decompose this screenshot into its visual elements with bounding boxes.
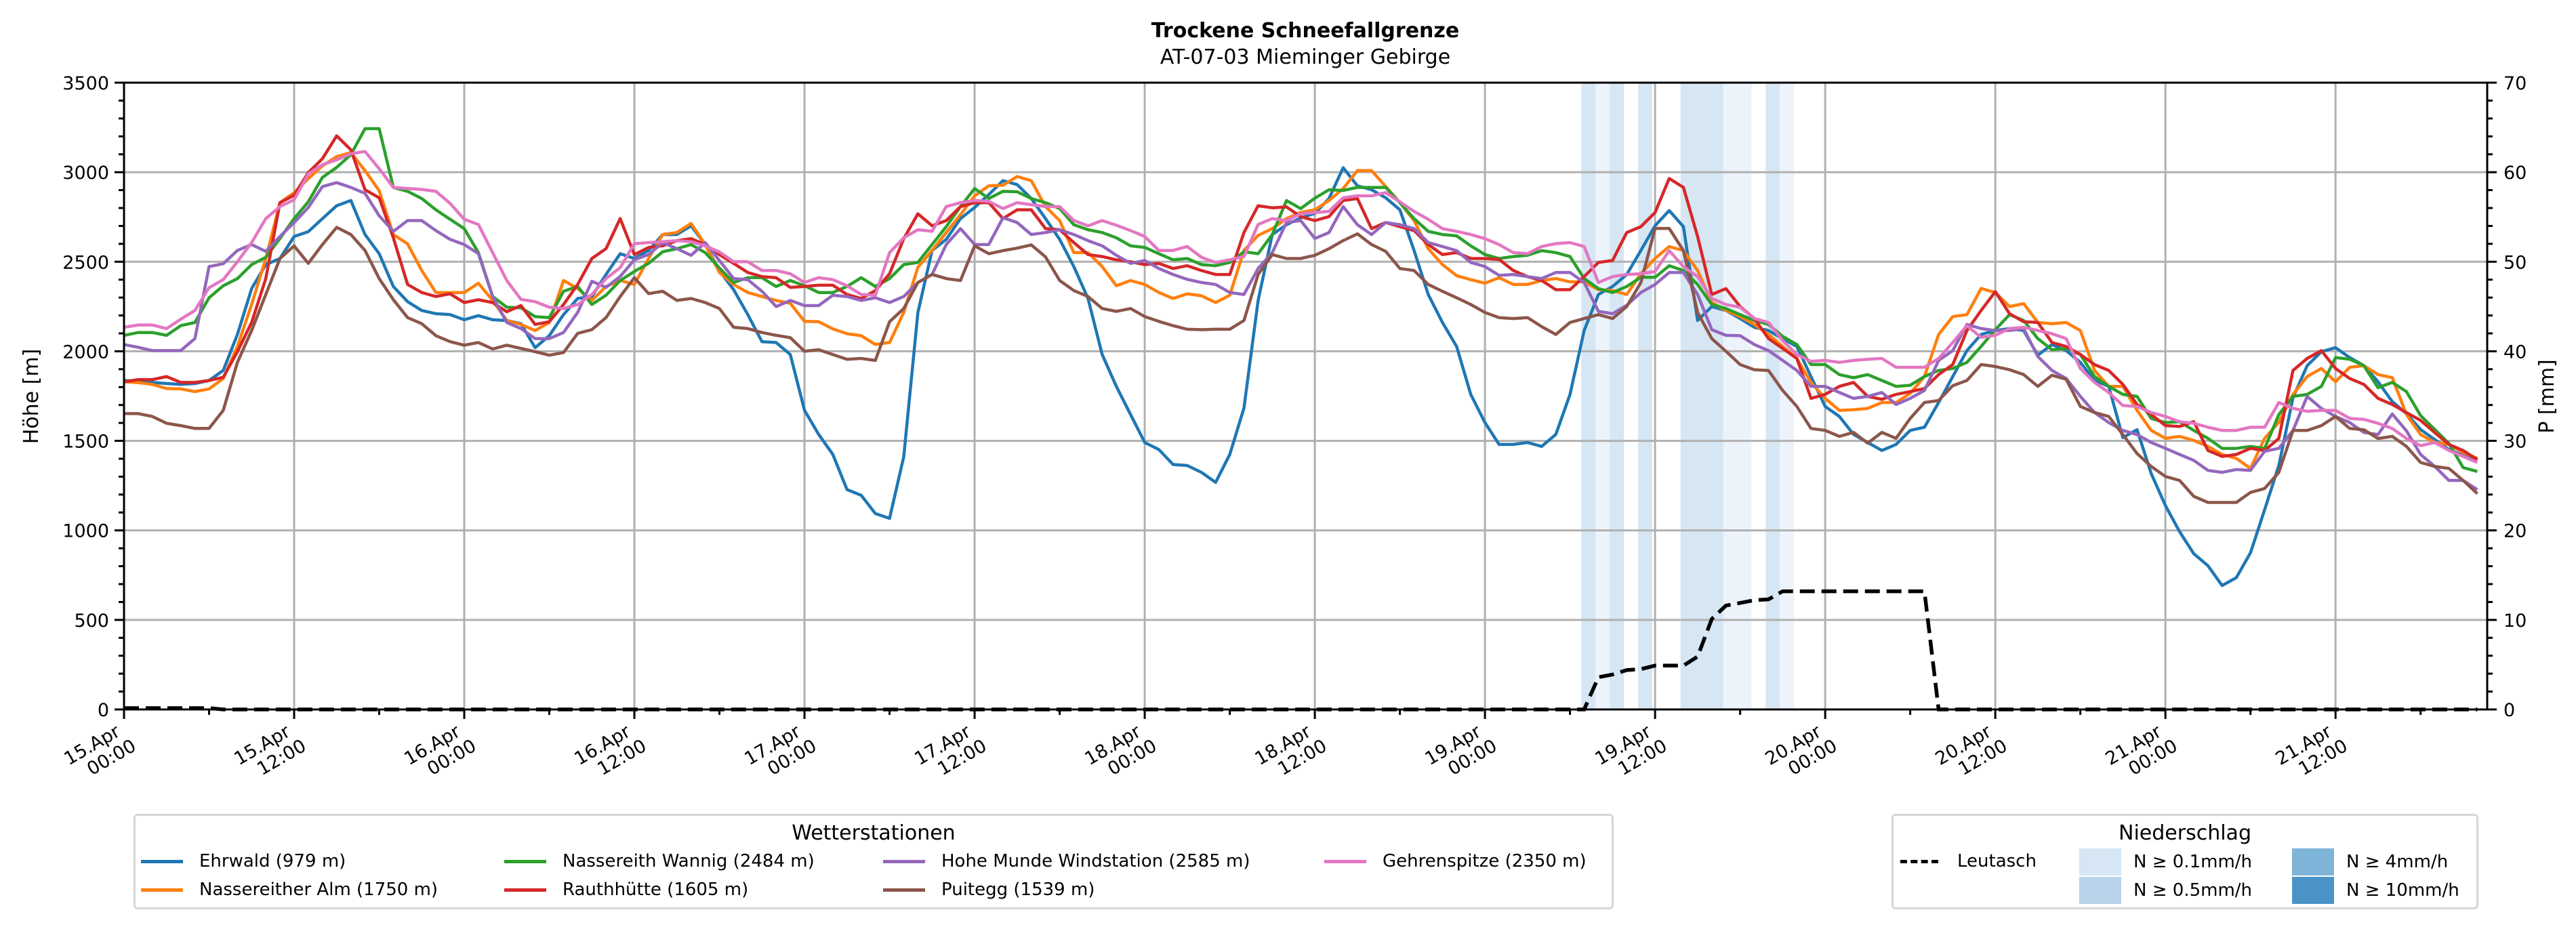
series-line-nassereither-alm-1750-m <box>123 151 2478 470</box>
y2-tick-label: 10 <box>2503 611 2527 632</box>
precip-band-0-5 <box>1638 83 1652 709</box>
legend-entry-gehrenspitze: Gehrenspitze (2350 m) <box>1324 851 1587 871</box>
legend-label: N ≥ 10mm/h <box>2346 880 2459 901</box>
series-line-ehrwald-979-m <box>123 166 2478 587</box>
legend-label: Hohe Munde Windstation (2585 m) <box>941 851 1250 871</box>
legend-patch-swatch <box>2292 877 2334 904</box>
precipitation-legend: Niederschlag Leutasch N ≥ 0.1mm/h N ≥ 0.… <box>1892 814 2478 909</box>
legend-line-swatch <box>1324 859 1366 863</box>
legend-patch-swatch <box>2079 848 2121 875</box>
legend-patch-swatch <box>2292 848 2334 875</box>
y2-tick-label: 70 <box>2503 73 2527 94</box>
x-tick-label: 18.Apr12:00 <box>1251 718 1330 787</box>
y-tick-label: 0 <box>98 700 109 721</box>
y-tick-label: 2500 <box>62 252 109 273</box>
series-line-gehrenspitze-2350-m <box>123 150 2478 464</box>
legend-line-swatch <box>504 859 546 863</box>
legend-line-swatch <box>504 888 546 892</box>
y2-tick-label: 0 <box>2503 700 2515 721</box>
legend-entry-n-10: N ≥ 10mm/h <box>2292 877 2459 904</box>
y2-tick-label: 40 <box>2503 342 2527 363</box>
legend-label: Ehrwald (979 m) <box>199 851 346 871</box>
precipitation-legend-title: Niederschlag <box>2119 821 2251 845</box>
legend-line-swatch <box>141 859 183 863</box>
y2-tick-label: 60 <box>2503 163 2527 184</box>
precip-band-0-5 <box>1581 83 1596 709</box>
y-tick-label: 3500 <box>62 73 109 94</box>
series-line-hohe-munde-windstation-2585-m <box>123 181 2478 491</box>
y-tick-label: 500 <box>74 611 109 632</box>
legend-label: N ≥ 4mm/h <box>2346 852 2449 872</box>
legend-entry-rauthhuette: Rauthhütte (1605 m) <box>504 880 748 900</box>
x-tick-label: 19.Apr00:00 <box>1421 718 1500 787</box>
legend-patch-swatch <box>2079 877 2121 904</box>
series-line-rauthh-tte-1605-m <box>123 134 2478 461</box>
legend-entry-nassereith-wannig: Nassereith Wannig (2484 m) <box>504 851 815 871</box>
chart-subtitle: AT-07-03 Mieminger Gebirge <box>1160 45 1450 69</box>
legend-label: Rauthhütte (1605 m) <box>563 880 749 900</box>
x-tick-label: 17.Apr00:00 <box>741 718 820 787</box>
legend-entry-n-4: N ≥ 4mm/h <box>2292 848 2448 875</box>
legend-label: Nassereith Wannig (2484 m) <box>563 851 815 871</box>
legend-entry-leutasch: Leutasch <box>1900 851 2037 871</box>
tick-labels: 15.Apr00:00 15.Apr12:00 16.Apr00:00 16.Apr1… <box>60 73 2527 787</box>
x-tick-label: 16.Apr00:00 <box>401 718 480 787</box>
precip-band-0-5 <box>1680 83 1723 709</box>
precip-band-0-5 <box>1610 83 1624 709</box>
y2-axis-label: P [mm] <box>2535 359 2559 433</box>
y-tick-label: 3000 <box>62 163 109 184</box>
stations-legend: Wetterstationen Ehrwald (979 m) Nasserei… <box>134 814 1614 909</box>
legend-entry-hohe-munde: Hohe Munde Windstation (2585 m) <box>883 851 1250 871</box>
legend-dash-swatch <box>1900 859 1938 863</box>
legend-line-swatch <box>141 888 183 892</box>
legend-entry-ehrwald: Ehrwald (979 m) <box>141 851 346 871</box>
x-tick-label: 21.Apr12:00 <box>2272 718 2352 787</box>
precip-band-0-1 <box>1595 83 1610 709</box>
legend-label: Gehrenspitze (2350 m) <box>1383 851 1587 871</box>
precipitation-bands <box>1581 83 1795 709</box>
precip-band-0-5 <box>1765 83 1780 709</box>
series-line-puitegg-1539-m <box>124 226 2478 504</box>
y2-tick-label: 50 <box>2503 252 2527 273</box>
x-tick-label: 17.Apr12:00 <box>911 718 990 787</box>
precip-band-0-1 <box>1723 83 1752 709</box>
legend-entry-n-0-1: N ≥ 0.1mm/h <box>2079 848 2252 875</box>
y2-tick-label: 20 <box>2503 521 2527 542</box>
y-tick-label: 1000 <box>62 521 109 542</box>
x-tick-label: 15.Apr00:00 <box>60 718 140 787</box>
y-tick-label: 1500 <box>62 432 109 453</box>
legend-line-swatch <box>883 888 925 892</box>
x-tick-label: 16.Apr12:00 <box>571 718 650 787</box>
legend-line-swatch <box>883 859 925 863</box>
x-tick-label: 18.Apr00:00 <box>1081 718 1160 787</box>
legend-label: N ≥ 0.1mm/h <box>2133 852 2253 872</box>
x-tick-label: 15.Apr12:00 <box>230 718 310 787</box>
y-axis-label: Höhe [m] <box>20 349 43 445</box>
y2-tick-label: 30 <box>2503 432 2527 453</box>
precip-line-leutasch <box>124 589 2478 711</box>
y-tick-label: 2000 <box>62 342 109 363</box>
legend-entry-n-0-5: N ≥ 0.5mm/h <box>2079 877 2252 904</box>
legend-label: Leutasch <box>1957 851 2037 871</box>
x-tick-label: 20.Apr12:00 <box>1932 718 2011 787</box>
x-tick-label: 21.Apr00:00 <box>2102 718 2182 787</box>
legend-label: Puitegg (1539 m) <box>941 880 1095 900</box>
legend-label: Nassereither Alm (1750 m) <box>199 880 438 900</box>
legend-entry-nassereither-alm: Nassereither Alm (1750 m) <box>141 880 438 900</box>
chart-title: Trockene Schneefallgrenze <box>1151 19 1459 43</box>
axes <box>115 81 2497 719</box>
precipitation-line <box>124 589 2478 711</box>
plot-frame <box>123 81 2489 711</box>
legend-entry-puitegg: Puitegg (1539 m) <box>883 880 1095 900</box>
series-lines <box>123 127 2478 587</box>
legend-label: N ≥ 0.5mm/h <box>2133 880 2253 901</box>
stations-legend-title: Wetterstationen <box>792 821 956 845</box>
x-tick-label: 20.Apr00:00 <box>1761 718 1841 787</box>
x-tick-label: 19.Apr12:00 <box>1591 718 1671 787</box>
